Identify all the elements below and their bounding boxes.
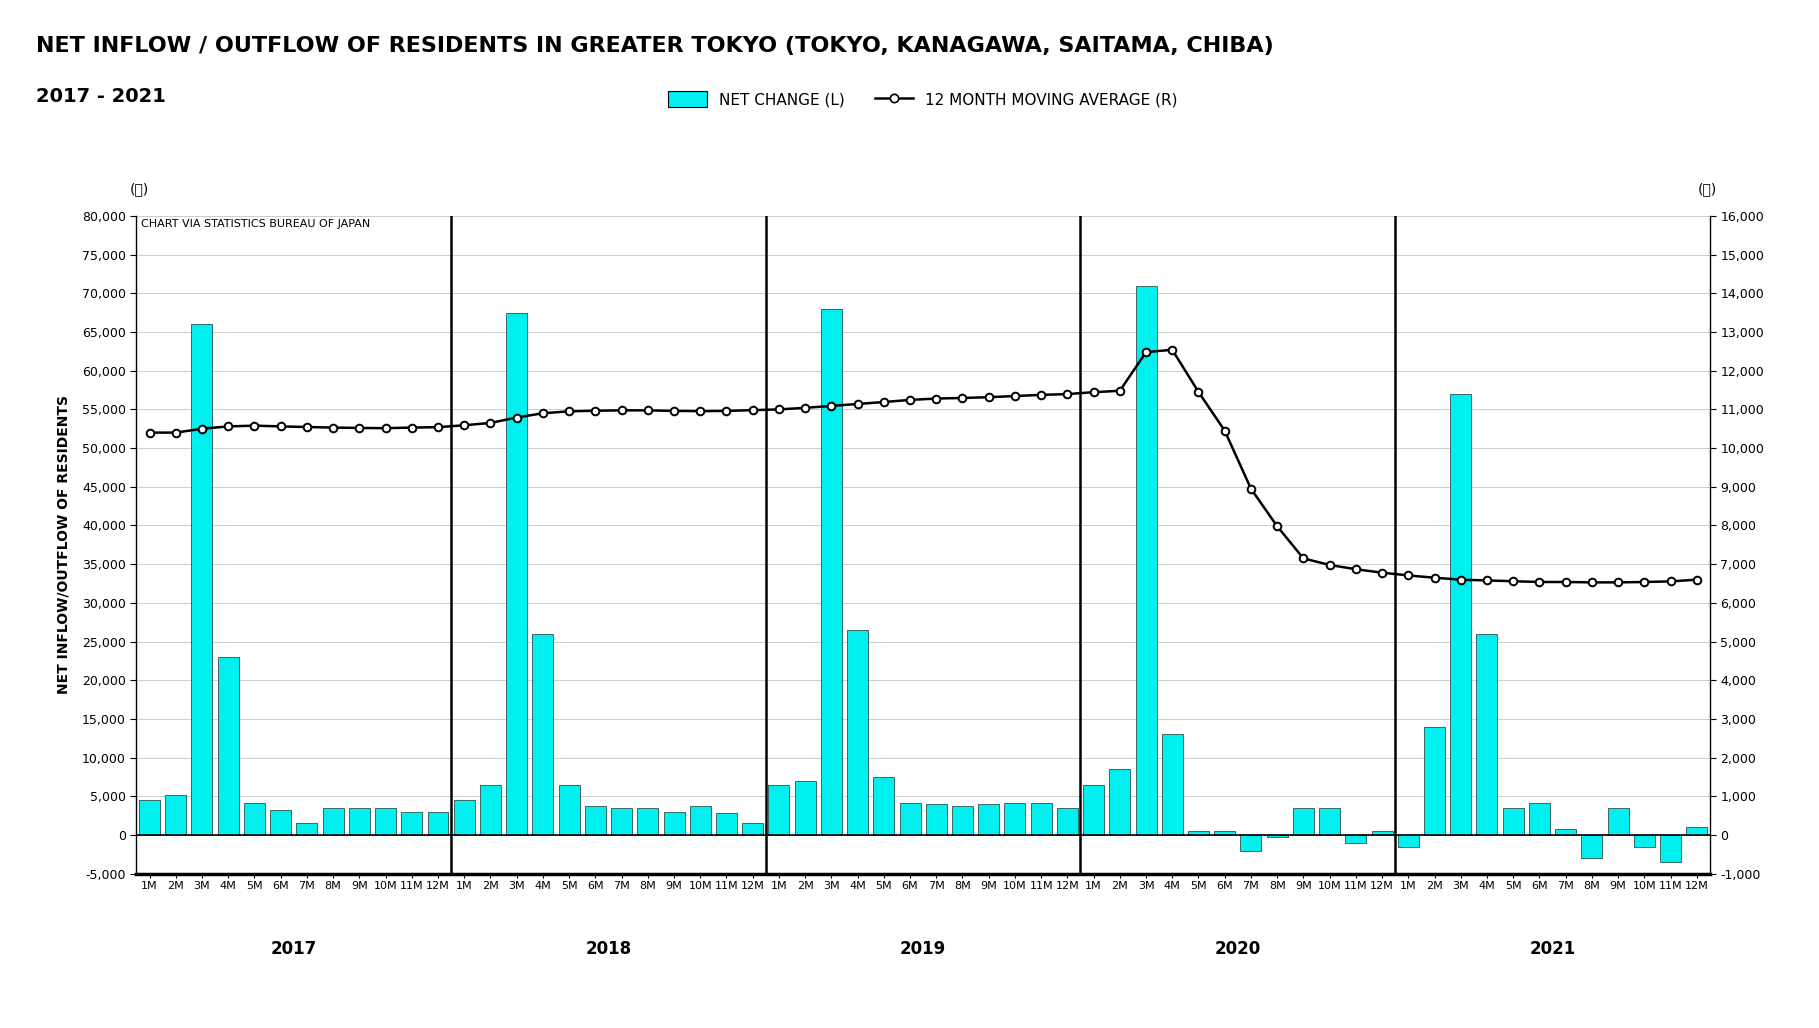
Bar: [218, 657, 238, 835]
Bar: [322, 808, 344, 835]
Bar: [558, 784, 580, 835]
Text: 2019: 2019: [900, 941, 946, 958]
Bar: [375, 808, 397, 835]
Bar: [1346, 835, 1366, 843]
Bar: [689, 806, 711, 835]
Bar: [244, 803, 266, 835]
Bar: [1633, 835, 1655, 847]
Text: 2017: 2017: [271, 941, 317, 958]
Bar: [820, 308, 842, 835]
Bar: [1661, 835, 1681, 862]
Bar: [586, 806, 606, 835]
Bar: [926, 804, 946, 835]
Bar: [138, 800, 160, 835]
Text: NET INFLOW / OUTFLOW OF RESIDENTS IN GREATER TOKYO (TOKYO, KANAGAWA, SAITAMA, CH: NET INFLOW / OUTFLOW OF RESIDENTS IN GRE…: [36, 36, 1273, 56]
Bar: [1372, 832, 1393, 835]
Bar: [1555, 829, 1575, 835]
Bar: [1397, 835, 1419, 847]
Bar: [349, 808, 369, 835]
Text: (人): (人): [1697, 182, 1717, 196]
Bar: [506, 313, 528, 835]
Bar: [1502, 808, 1524, 835]
Bar: [427, 812, 449, 835]
Bar: [848, 630, 868, 835]
Bar: [1266, 835, 1288, 838]
Bar: [533, 634, 553, 835]
Bar: [873, 777, 895, 835]
Bar: [1110, 769, 1130, 835]
Bar: [296, 823, 317, 835]
Bar: [742, 823, 764, 835]
Bar: [717, 813, 737, 835]
Text: 2017 - 2021: 2017 - 2021: [36, 87, 166, 106]
Bar: [1581, 835, 1603, 858]
Bar: [402, 812, 422, 835]
Bar: [1477, 634, 1497, 835]
Bar: [166, 795, 186, 835]
Bar: [1215, 832, 1235, 835]
Bar: [768, 784, 789, 835]
Bar: [900, 803, 920, 835]
Bar: [637, 808, 658, 835]
Text: (人): (人): [129, 182, 149, 196]
Bar: [795, 781, 815, 835]
Bar: [480, 784, 500, 835]
Text: 2021: 2021: [1530, 941, 1575, 958]
Bar: [664, 812, 684, 835]
Bar: [1004, 803, 1026, 835]
Bar: [453, 800, 475, 835]
Bar: [1686, 828, 1708, 835]
Bar: [1241, 835, 1261, 850]
Bar: [1293, 808, 1313, 835]
Bar: [1162, 734, 1182, 835]
Y-axis label: NET INFLOW/OUTFLOW OF RESIDENTS: NET INFLOW/OUTFLOW OF RESIDENTS: [56, 396, 71, 694]
Bar: [1082, 784, 1104, 835]
Bar: [1188, 832, 1210, 835]
Bar: [1530, 803, 1550, 835]
Bar: [1424, 727, 1444, 835]
Text: CHART VIA STATISTICS BUREAU OF JAPAN: CHART VIA STATISTICS BUREAU OF JAPAN: [142, 219, 371, 229]
Bar: [1057, 808, 1079, 835]
Bar: [191, 324, 213, 835]
Bar: [1450, 394, 1472, 835]
Bar: [1319, 808, 1341, 835]
Bar: [271, 810, 291, 835]
Bar: [1608, 808, 1628, 835]
Legend: NET CHANGE (L), 12 MONTH MOVING AVERAGE (R): NET CHANGE (L), 12 MONTH MOVING AVERAGE …: [662, 85, 1184, 113]
Text: 2020: 2020: [1215, 941, 1261, 958]
Bar: [951, 806, 973, 835]
Bar: [1031, 803, 1051, 835]
Text: 2018: 2018: [586, 941, 631, 958]
Bar: [979, 804, 999, 835]
Bar: [611, 808, 631, 835]
Bar: [1135, 286, 1157, 835]
